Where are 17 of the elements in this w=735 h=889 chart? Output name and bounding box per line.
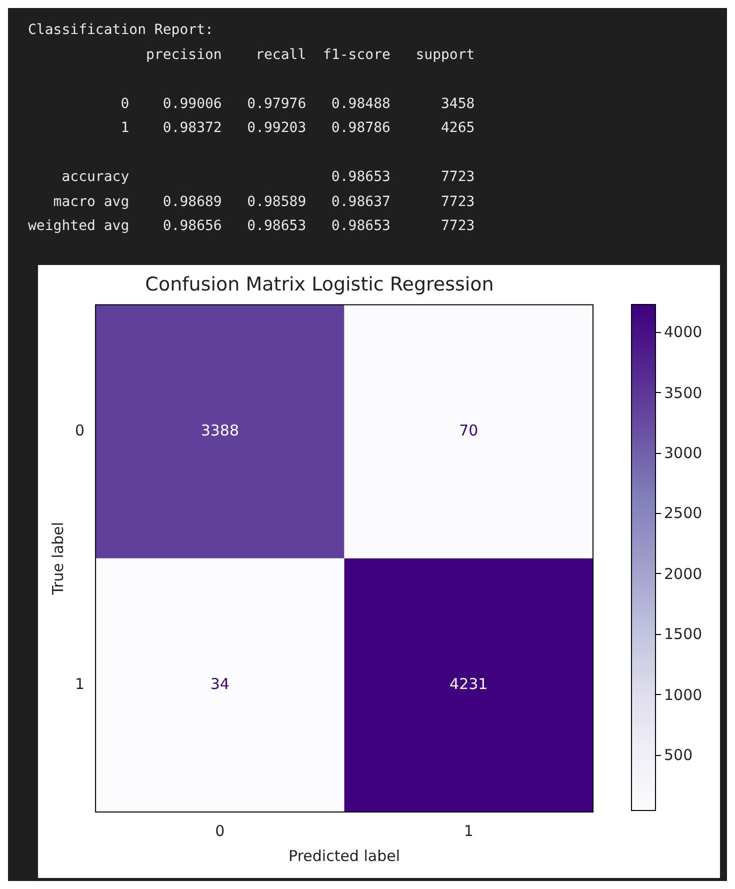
data-label: 4231 [450, 674, 488, 693]
chart-title: Confusion Matrix Logistic Regression [145, 272, 494, 295]
color-bar-label: 2000 [664, 564, 702, 583]
color-bar-label: 500 [664, 746, 693, 764]
data-label: 3388 [200, 420, 239, 439]
color-bar-label: 3500 [664, 384, 702, 402]
data-label: 70 [459, 420, 478, 439]
text: Classification Report: precision recall f1-score support 0 0.99006 0.97976 0.98488 3458 1 0.98372 0.99203 0.98786 4265 accuracy 0.98653 7723 macro avg 0.98689 0.98589 0.98637 7723 weighted avg 0.98656 0.98653 0.98653 7723 [28, 22, 475, 234]
x-axis-title: Predicted label [288, 846, 400, 864]
color-bar-label: 1500 [664, 625, 702, 644]
data-label: 34 [210, 674, 230, 693]
y-axis-title: True label [48, 521, 67, 596]
color-bar-label: 1000 [664, 686, 702, 704]
color-bar-label: 2500 [664, 504, 702, 522]
color-bar-label: 4000 [664, 323, 702, 342]
color-scale: 500 1000 1500 2000 2500 3000 3500 4000 [631, 304, 721, 812]
color-bar-label: 3000 [664, 444, 702, 462]
